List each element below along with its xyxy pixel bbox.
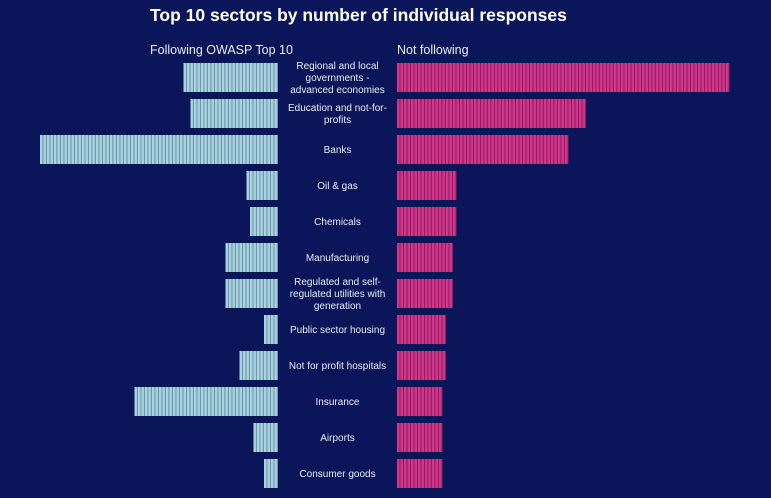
bar-following (246, 171, 278, 200)
bar-following (225, 243, 278, 272)
bar-following (134, 387, 278, 416)
bar-following (250, 207, 278, 236)
bar-not-following (397, 243, 453, 272)
category-label: Consumer goods (299, 469, 375, 480)
bar-not-following (397, 99, 586, 128)
category-label-line: Education and not-for- (288, 103, 387, 114)
category-label-line: advanced economies (290, 85, 385, 96)
category-label-line: Manufacturing (306, 253, 369, 264)
category-label-line: Public sector housing (290, 325, 385, 336)
category-label-line: profits (324, 115, 351, 126)
bar-not-following (397, 279, 453, 308)
category-label: Education and not-for-profits (288, 103, 387, 126)
bar-not-following (397, 387, 443, 416)
bar-following (225, 279, 278, 308)
category-label-line: Not for profit hospitals (289, 361, 386, 372)
category-label-line: Banks (324, 145, 352, 156)
category-label-line: governments - (306, 73, 370, 84)
category-label-line: Regional and local (296, 61, 378, 72)
category-label: Banks (324, 145, 352, 156)
category-label: Insurance (316, 397, 360, 408)
bar-following (253, 423, 278, 452)
category-label: Airports (320, 433, 354, 444)
bar-following (183, 63, 278, 92)
series-following-bars (40, 63, 278, 488)
legend-following: Following OWASP Top 10 (150, 43, 293, 57)
category-label-line: Oil & gas (317, 181, 358, 192)
category-label-line: Insurance (316, 397, 360, 408)
chart-title: Top 10 sectors by number of individual r… (150, 5, 567, 25)
bar-not-following (397, 63, 730, 92)
category-label-line: generation (314, 301, 361, 312)
category-label: Regional and local governments -advanced … (290, 61, 385, 96)
legend-not-following: Not following (397, 43, 469, 57)
category-label: Chemicals (314, 217, 361, 228)
bar-not-following (397, 135, 569, 164)
category-label: Oil & gas (317, 181, 358, 192)
category-label-line: Airports (320, 433, 354, 444)
series-not-following-bars (397, 63, 730, 488)
category-label: Public sector housing (290, 325, 385, 336)
category-label: Not for profit hospitals (289, 361, 386, 372)
bar-following (190, 99, 278, 128)
category-label: Regulated and self-regulated utilities w… (290, 277, 386, 312)
bar-not-following (397, 207, 457, 236)
bar-not-following (397, 351, 446, 380)
category-label-line: Consumer goods (299, 469, 375, 480)
bar-not-following (397, 459, 443, 488)
category-label-line: Chemicals (314, 217, 361, 228)
bar-following (264, 315, 278, 344)
category-label-line: regulated utilities with (290, 289, 386, 300)
bar-following (264, 459, 278, 488)
bar-not-following (397, 315, 446, 344)
bar-following (239, 351, 278, 380)
category-label: Manufacturing (306, 253, 369, 264)
category-labels: Regional and local governments -advanced … (288, 61, 387, 480)
bar-not-following (397, 171, 457, 200)
category-label-line: Regulated and self- (294, 277, 381, 288)
bar-not-following (397, 423, 443, 452)
bar-following (40, 135, 278, 164)
